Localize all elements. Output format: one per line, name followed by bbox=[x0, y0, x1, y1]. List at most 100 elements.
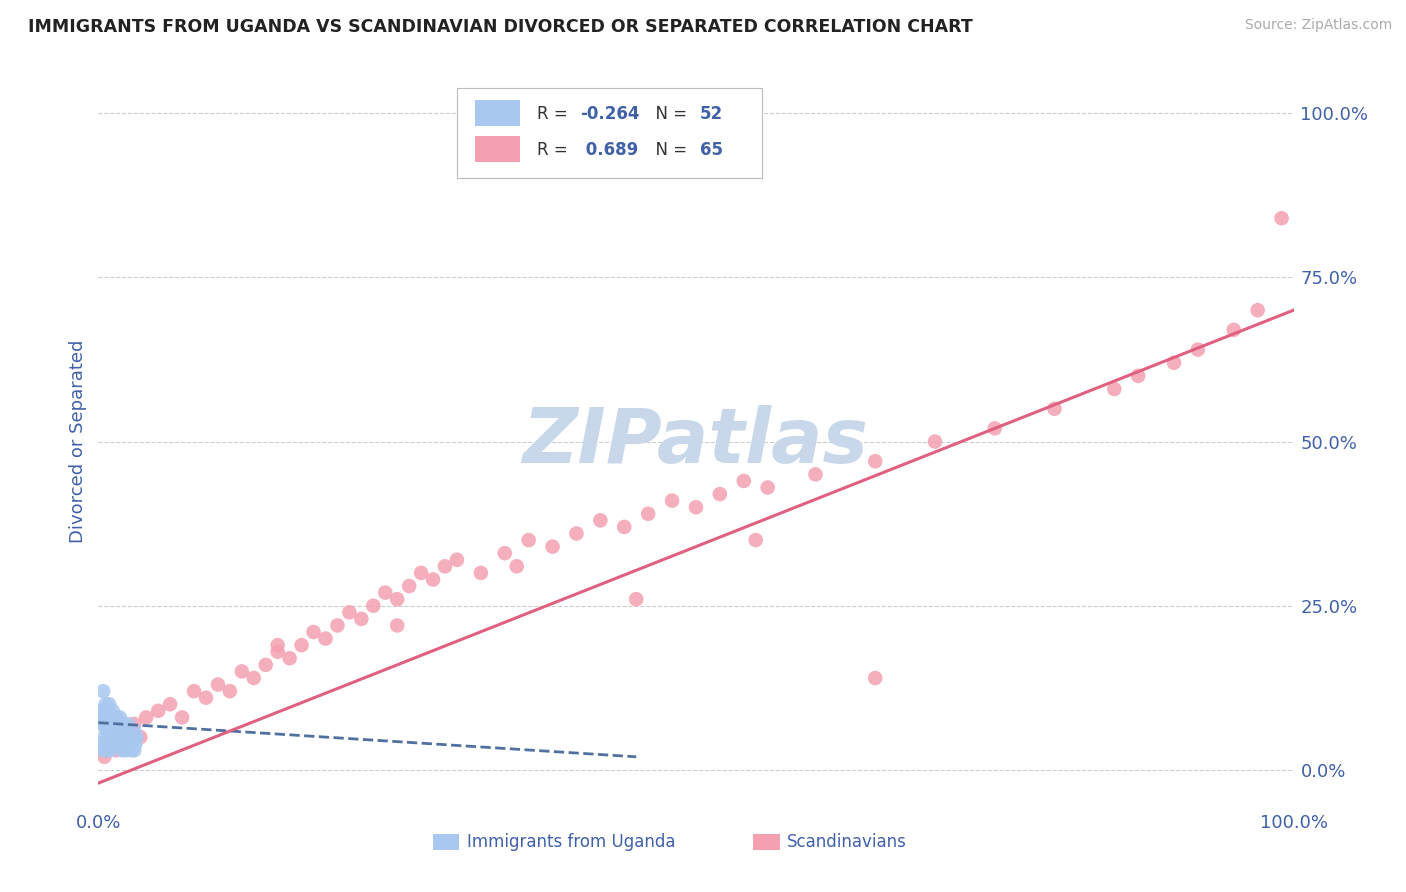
Point bbox=[302, 625, 325, 640]
Point bbox=[804, 467, 827, 482]
Point bbox=[107, 730, 129, 744]
Point bbox=[924, 434, 946, 449]
Point bbox=[115, 743, 138, 757]
Text: Source: ZipAtlas.com: Source: ZipAtlas.com bbox=[1244, 18, 1392, 32]
Point bbox=[613, 520, 636, 534]
Point bbox=[865, 454, 887, 468]
Point bbox=[93, 730, 115, 744]
Text: R =: R = bbox=[537, 141, 574, 159]
Point bbox=[110, 730, 132, 744]
Point bbox=[733, 474, 755, 488]
FancyBboxPatch shape bbox=[457, 87, 762, 178]
Point bbox=[626, 592, 648, 607]
Text: N =: N = bbox=[644, 104, 692, 122]
Point bbox=[243, 671, 266, 685]
Point bbox=[411, 566, 433, 580]
Point bbox=[374, 585, 396, 599]
Point bbox=[91, 743, 114, 757]
Text: IMMIGRANTS FROM UGANDA VS SCANDINAVIAN DIVORCED OR SEPARATED CORRELATION CHART: IMMIGRANTS FROM UGANDA VS SCANDINAVIAN D… bbox=[28, 18, 973, 36]
Point bbox=[385, 618, 409, 632]
Point bbox=[100, 717, 122, 731]
Point bbox=[1163, 356, 1185, 370]
Point bbox=[98, 710, 122, 724]
Point bbox=[94, 737, 117, 751]
Point bbox=[105, 743, 128, 757]
Point bbox=[172, 710, 194, 724]
Point bbox=[709, 487, 731, 501]
Text: -0.264: -0.264 bbox=[581, 104, 640, 122]
Point bbox=[112, 730, 135, 744]
Point bbox=[122, 730, 145, 744]
Point bbox=[159, 698, 181, 712]
Point bbox=[865, 671, 887, 685]
Point bbox=[97, 730, 120, 744]
Point bbox=[315, 632, 337, 646]
Point bbox=[124, 743, 146, 757]
Bar bbox=[433, 834, 460, 850]
Point bbox=[494, 546, 516, 560]
Point bbox=[93, 749, 115, 764]
Point bbox=[105, 737, 128, 751]
Point bbox=[108, 737, 131, 751]
Point bbox=[108, 710, 131, 724]
Point bbox=[98, 698, 121, 712]
Point bbox=[326, 618, 349, 632]
Point bbox=[101, 704, 124, 718]
Point bbox=[91, 704, 114, 718]
Point bbox=[1043, 401, 1066, 416]
Point bbox=[756, 481, 779, 495]
Point bbox=[267, 638, 290, 652]
Point bbox=[98, 737, 122, 751]
Point bbox=[135, 710, 157, 724]
Point bbox=[148, 704, 170, 718]
FancyBboxPatch shape bbox=[475, 136, 520, 162]
Point bbox=[91, 684, 114, 698]
Point bbox=[350, 612, 373, 626]
Point bbox=[124, 737, 146, 751]
Point bbox=[105, 710, 128, 724]
Point bbox=[231, 665, 253, 679]
Point bbox=[984, 421, 1007, 435]
Point bbox=[98, 743, 122, 757]
Point bbox=[96, 710, 118, 724]
Point bbox=[124, 717, 146, 731]
Point bbox=[1247, 303, 1270, 318]
Point bbox=[1223, 323, 1246, 337]
Point bbox=[93, 717, 115, 731]
Point bbox=[125, 730, 148, 744]
Point bbox=[115, 730, 138, 744]
Point bbox=[124, 723, 146, 738]
Point bbox=[278, 651, 301, 665]
Point bbox=[129, 730, 152, 744]
Point bbox=[111, 730, 134, 744]
Point bbox=[267, 645, 290, 659]
Point bbox=[98, 723, 122, 738]
Point bbox=[1187, 343, 1209, 357]
Point bbox=[117, 723, 139, 738]
Point bbox=[470, 566, 492, 580]
Point bbox=[589, 513, 612, 527]
Text: Scandinavians: Scandinavians bbox=[787, 833, 907, 851]
Point bbox=[111, 717, 134, 731]
Point bbox=[254, 657, 277, 672]
Bar bbox=[754, 834, 780, 850]
Point bbox=[107, 723, 129, 738]
Point bbox=[98, 737, 121, 751]
Point bbox=[183, 684, 205, 698]
Text: R =: R = bbox=[537, 104, 574, 122]
Point bbox=[90, 717, 112, 731]
Point bbox=[1128, 368, 1150, 383]
Point bbox=[114, 737, 136, 751]
Point bbox=[107, 717, 129, 731]
Text: 65: 65 bbox=[700, 141, 723, 159]
Text: 0.689: 0.689 bbox=[581, 141, 638, 159]
Point bbox=[103, 737, 125, 751]
Point bbox=[91, 710, 114, 724]
Point bbox=[541, 540, 564, 554]
Point bbox=[291, 638, 314, 652]
Point bbox=[1104, 382, 1126, 396]
Point bbox=[661, 493, 683, 508]
Point bbox=[1271, 211, 1294, 226]
Point bbox=[111, 743, 134, 757]
FancyBboxPatch shape bbox=[475, 100, 520, 126]
